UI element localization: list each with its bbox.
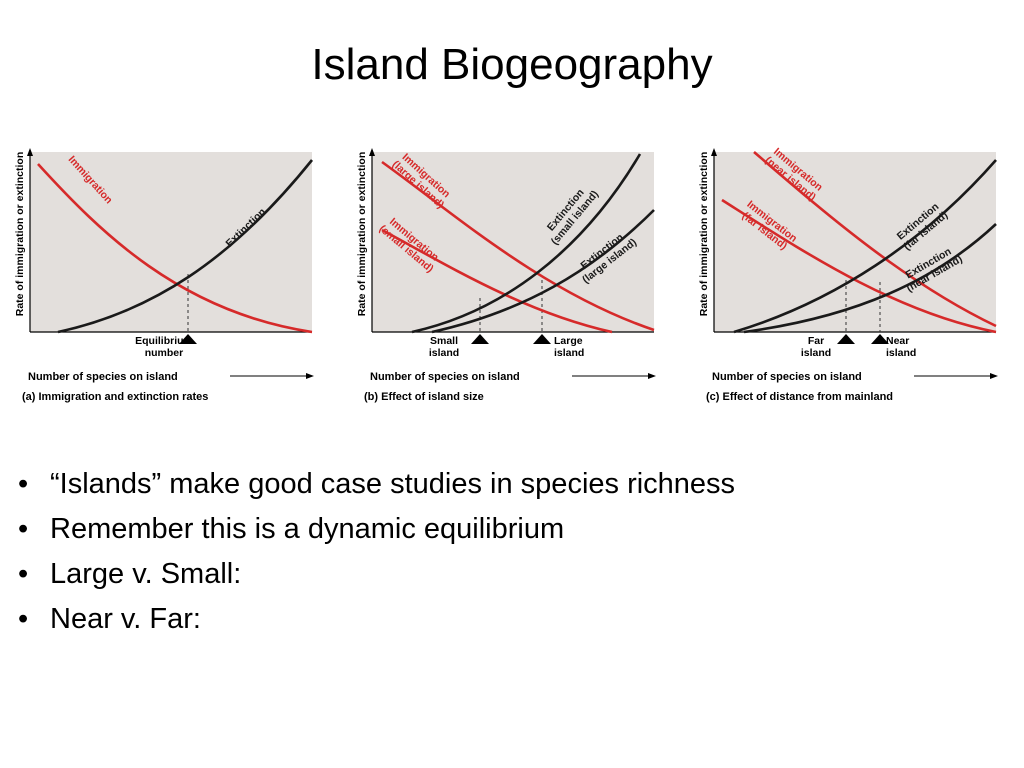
plot-area bbox=[30, 152, 312, 332]
y-axis-arrow-icon bbox=[711, 148, 717, 156]
equilibrium-marker-triangle-icon bbox=[471, 334, 489, 344]
equilibrium-marker-triangle-icon bbox=[837, 334, 855, 344]
x-axis-label: Number of species on island bbox=[712, 371, 862, 383]
bullet-text: “Islands” make good case studies in spec… bbox=[50, 468, 736, 500]
panel-caption: (a) Immigration and extinction rates bbox=[22, 391, 208, 403]
x-axis-arrow-icon bbox=[648, 373, 656, 379]
marker-label-line: island bbox=[554, 347, 584, 359]
extinction-curve bbox=[57, 159, 314, 334]
bullet-glyph: • bbox=[18, 513, 29, 545]
plot-area bbox=[372, 152, 654, 332]
y-axis-label: Rate of immigration or extinction bbox=[698, 152, 710, 317]
bullet-text: Remember this is a dynamic equilibrium bbox=[50, 513, 565, 545]
figure-panel-a: Rate of immigration or extinction Immigra… bbox=[10, 142, 326, 410]
bullet-item: • Near v. Far: bbox=[18, 597, 735, 642]
bullet-glyph: • bbox=[18, 468, 29, 500]
bullet-item: • Large v. Small: bbox=[18, 552, 735, 597]
figure-panel-b: Rate of immigration or extinction Immigra… bbox=[352, 142, 668, 410]
bullet-text: Near v. Far: bbox=[50, 603, 201, 635]
marker-label-line: Far bbox=[808, 335, 824, 347]
x-axis-label: Number of species on island bbox=[28, 371, 178, 383]
marker-label-line: number bbox=[145, 347, 184, 359]
panel-caption: (b) Effect of island size bbox=[364, 391, 484, 403]
marker-label-line: island bbox=[886, 347, 916, 359]
marker-label-line: island bbox=[429, 347, 459, 359]
extinction-curve bbox=[411, 153, 642, 334]
equilibrium-marker-triangle-icon bbox=[179, 334, 197, 344]
y-axis-arrow-icon bbox=[369, 148, 375, 156]
y-axis-label: Rate of immigration or extinction bbox=[14, 152, 26, 317]
marker-label-line: Small bbox=[430, 335, 458, 347]
bullet-text: Large v. Small: bbox=[50, 558, 242, 590]
extinction-curve bbox=[431, 209, 655, 334]
figure-panel-c: Rate of immigration or extinction Immigra… bbox=[694, 142, 1010, 410]
equilibrium-marker-triangle-icon bbox=[871, 334, 889, 344]
bullet-item: • Remember this is a dynamic equilibrium bbox=[18, 507, 735, 552]
immigration-curve bbox=[721, 198, 997, 334]
equilibrium-marker-triangle-icon bbox=[533, 334, 551, 344]
bullet-glyph: • bbox=[18, 603, 29, 635]
y-axis-label: Rate of immigration or extinction bbox=[356, 152, 368, 317]
figure-svg: Rate of immigration or extinction Immigra… bbox=[698, 146, 998, 403]
figure-svg: Rate of immigration or extinction Immigra… bbox=[14, 148, 314, 403]
slide-title: Island Biogeography bbox=[311, 40, 713, 89]
y-axis-arrow-icon bbox=[27, 148, 33, 156]
x-axis-arrow-icon bbox=[990, 373, 998, 379]
bullet-item: • “Islands” make good case studies in spe… bbox=[18, 462, 735, 507]
x-axis-label: Number of species on island bbox=[370, 371, 520, 383]
immigration-curve bbox=[381, 228, 613, 334]
figure-svg: Rate of immigration or extinction Immigra… bbox=[356, 148, 656, 403]
immigration-curve bbox=[753, 151, 997, 328]
marker-label-line: Large bbox=[554, 335, 583, 347]
bullet-list: • “Islands” make good case studies in spe… bbox=[18, 462, 735, 642]
bullet-glyph: • bbox=[18, 558, 29, 590]
panel-caption: (c) Effect of distance from mainland bbox=[706, 391, 893, 403]
immigration-curve bbox=[37, 163, 313, 334]
extinction-curve bbox=[733, 159, 997, 334]
marker-label-line: island bbox=[801, 347, 831, 359]
marker-label-line: Near bbox=[886, 335, 909, 347]
extinction-curve bbox=[743, 223, 997, 334]
x-axis-arrow-icon bbox=[306, 373, 314, 379]
marker-label-line: Equilibrium bbox=[135, 335, 193, 347]
immigration-curve bbox=[381, 160, 655, 332]
